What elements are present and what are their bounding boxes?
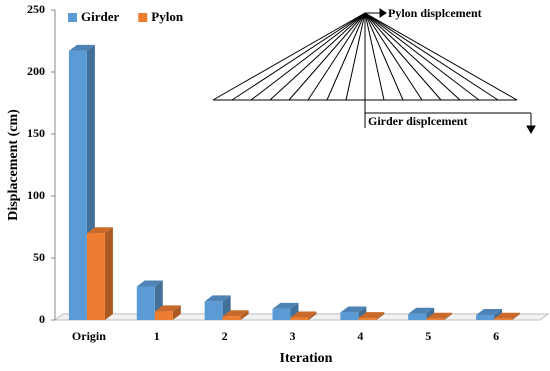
bar-side xyxy=(512,312,521,320)
legend-swatch xyxy=(68,13,77,22)
bar-top xyxy=(86,227,113,234)
x-tick-label: 4 xyxy=(357,329,363,343)
x-tick-label: 6 xyxy=(493,329,499,343)
cable xyxy=(364,12,499,101)
cable xyxy=(345,12,366,101)
bar-side xyxy=(376,312,385,320)
cable xyxy=(364,12,423,101)
y-tick-label: 200 xyxy=(27,64,45,78)
bar-front xyxy=(408,313,427,320)
bar-front xyxy=(154,311,173,320)
bar-top xyxy=(272,302,299,309)
y-axis-title: Displacement (cm) xyxy=(6,109,21,221)
cable xyxy=(307,12,366,101)
bar-top xyxy=(426,312,453,319)
bar-front xyxy=(476,315,495,320)
bar xyxy=(136,280,163,320)
cable xyxy=(288,12,366,101)
x-tick-label: 3 xyxy=(290,329,296,343)
bar-top xyxy=(222,310,249,317)
y-tick-label: 100 xyxy=(27,188,45,202)
bar-front xyxy=(494,318,513,320)
bar-front xyxy=(136,286,155,320)
bar-top xyxy=(408,307,435,314)
bar-front xyxy=(340,312,359,320)
bar-top xyxy=(340,306,367,313)
cable xyxy=(326,12,366,101)
bar xyxy=(426,312,453,320)
bar-top xyxy=(494,312,521,319)
bar-side xyxy=(104,227,113,320)
cable xyxy=(231,12,366,101)
bar-front xyxy=(272,308,291,320)
y-tick-label: 50 xyxy=(33,250,45,264)
bar-top xyxy=(290,311,317,318)
y-tick-label: 0 xyxy=(39,312,45,326)
x-axis-title: Iteration xyxy=(280,351,333,366)
bar xyxy=(222,310,249,320)
cable xyxy=(212,12,366,101)
cable xyxy=(364,12,385,101)
y-tick-label: 250 xyxy=(27,2,45,16)
bar xyxy=(408,307,435,320)
bar-front xyxy=(222,316,241,320)
x-tick-label: 5 xyxy=(425,329,431,343)
bar-top xyxy=(136,280,163,287)
bar-front xyxy=(86,233,105,320)
bar xyxy=(86,227,113,320)
cable xyxy=(269,12,366,101)
bar-front xyxy=(204,301,223,320)
bar xyxy=(272,302,299,320)
bar-front xyxy=(290,317,309,320)
bridge-diagram xyxy=(212,8,536,135)
pylon-annotation: Pylon displcement xyxy=(388,6,482,20)
bar xyxy=(290,311,317,320)
x-tick-label: 2 xyxy=(222,329,228,343)
bar-top xyxy=(358,312,385,319)
bar-side xyxy=(308,311,317,320)
x-tick-label: Origin xyxy=(72,329,106,343)
bar-top xyxy=(476,309,503,316)
legend-label: Pylon xyxy=(151,9,184,24)
x-tick-label: 1 xyxy=(154,329,160,343)
bar xyxy=(154,305,181,320)
cable xyxy=(250,12,366,101)
legend-swatch xyxy=(138,13,148,22)
girder-annotation: Girder displcement xyxy=(368,114,467,128)
bar xyxy=(494,312,521,320)
bar-side xyxy=(172,305,181,320)
cable xyxy=(364,12,518,101)
bar-front xyxy=(68,50,87,321)
bar-top xyxy=(204,295,231,302)
cable xyxy=(364,12,480,101)
bar-front xyxy=(358,318,377,320)
bar-top xyxy=(154,305,181,312)
bar-top xyxy=(68,44,95,51)
bar-side xyxy=(444,312,453,320)
legend-label: Girder xyxy=(81,9,119,24)
bar-front xyxy=(426,318,445,320)
bar-side xyxy=(240,310,249,320)
bar-side xyxy=(426,307,435,320)
cable xyxy=(364,12,461,101)
bar xyxy=(358,312,385,320)
cable xyxy=(364,12,404,101)
bar-side xyxy=(290,302,299,320)
cable xyxy=(364,12,442,101)
y-tick-label: 150 xyxy=(27,126,45,140)
